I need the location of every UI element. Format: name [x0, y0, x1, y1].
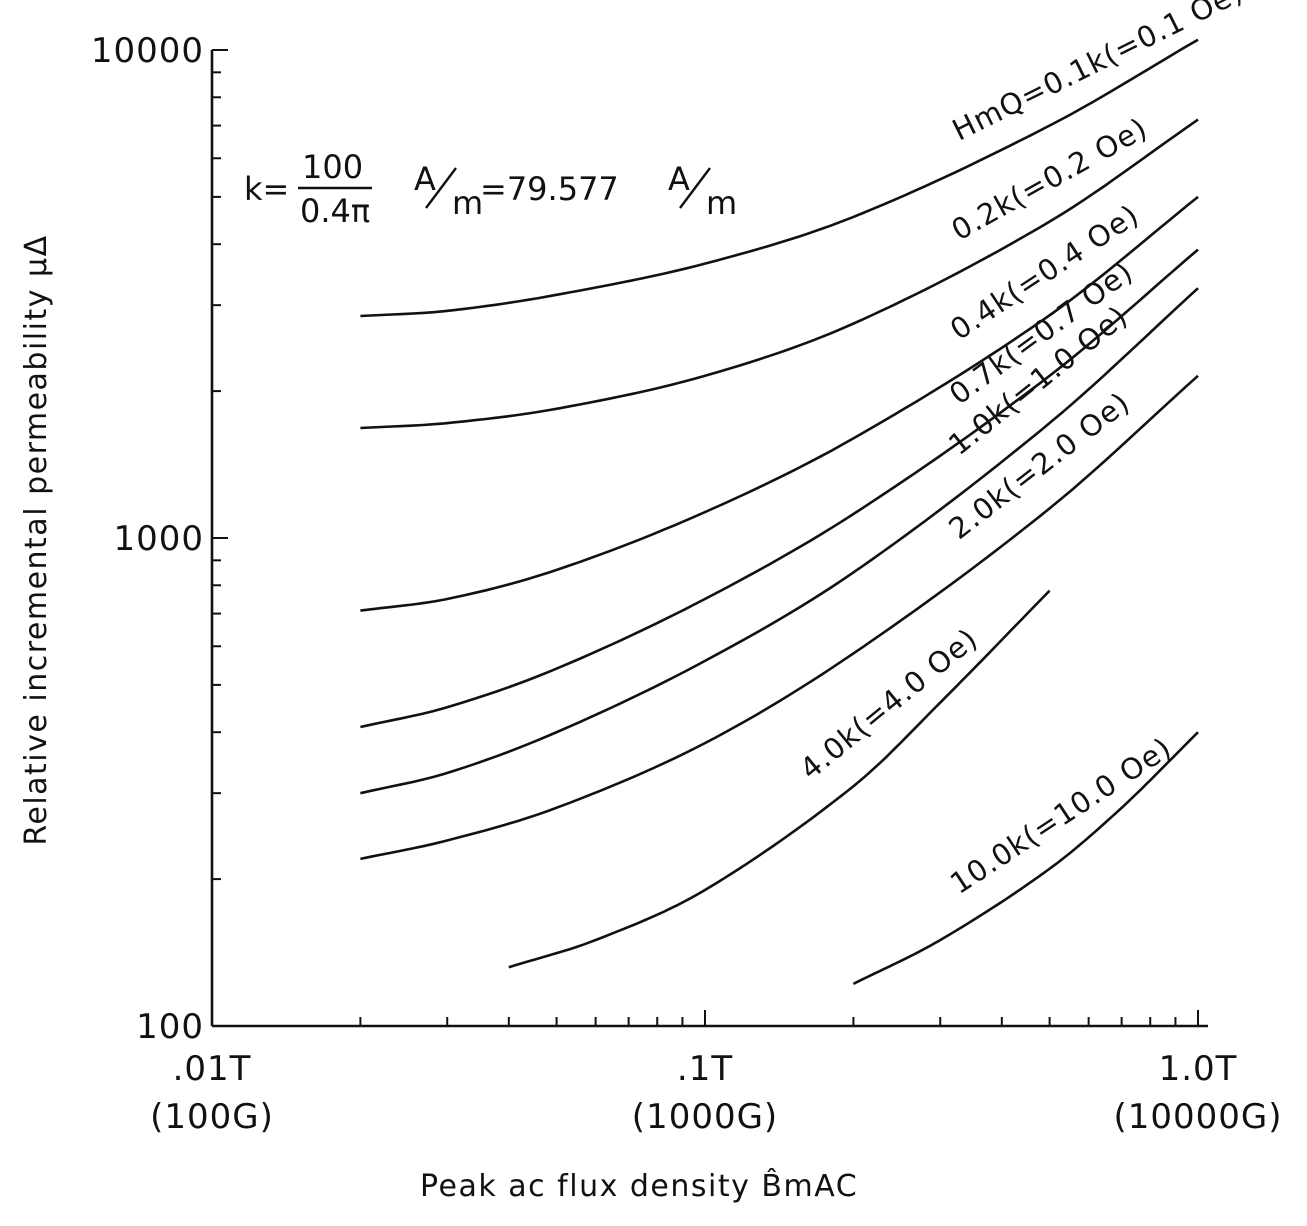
unit-slash	[425, 167, 457, 209]
k-numerator: 100	[302, 148, 363, 186]
k-formula-annotation: k= 100 0.4π A m =79.577 A m	[244, 148, 737, 230]
x-tick-sublabel: (1000G)	[632, 1097, 778, 1137]
curve-label-1: HmQ=0.1k(=0.1 Oe)	[947, 0, 1249, 147]
k-prefix: k=	[244, 170, 289, 208]
curve-label-6: 2.0k(=2.0 Oe)	[942, 385, 1136, 546]
x-tick-label: .01T	[173, 1049, 252, 1089]
k-denominator: 0.4π	[300, 192, 370, 230]
x-tick-label: 1.0T	[1159, 1049, 1238, 1089]
curve-label-8: 10.0k(=10.0 Oe)	[944, 730, 1178, 900]
curve-label-7: 4.0k(=4.0 Oe)	[793, 621, 984, 786]
curve-2	[360, 118, 1199, 430]
x-tick-sublabel: (10000G)	[1113, 1097, 1282, 1137]
unit-m: m	[452, 184, 483, 222]
unit2-slash	[679, 167, 711, 209]
axis-ticks	[211, 49, 1199, 1027]
curve-5	[360, 287, 1199, 795]
curve-lines	[360, 38, 1199, 986]
y-axis-title: Relative incremental permeability μΔ	[19, 234, 54, 845]
axis-tick-labels: 100 1000 10000 .01T (100G) .1T (1000G) 1.0T (100…	[91, 31, 1282, 1137]
x-tick-label: .1T	[677, 1049, 733, 1089]
unit2-m: m	[706, 184, 737, 222]
curve-3	[360, 195, 1199, 612]
unit-a: A	[414, 160, 436, 198]
unit2-a: A	[668, 160, 690, 198]
x-axis-title: Peak ac flux density B̂mAC	[420, 1168, 858, 1204]
y-tick-label: 100	[136, 1007, 204, 1047]
curve-7	[508, 589, 1051, 969]
curve-labels: HmQ=0.1k(=0.1 Oe)0.2k(=0.2 Oe)0.4k(=0.4 …	[793, 0, 1248, 901]
curve-1	[360, 38, 1199, 318]
curve-4	[360, 248, 1199, 729]
curve-8	[852, 731, 1199, 986]
curve-6	[360, 374, 1199, 861]
y-tick-label: 1000	[113, 519, 204, 559]
k-value: =79.577	[480, 170, 619, 208]
y-tick-label: 10000	[91, 31, 204, 71]
x-tick-sublabel: (100G)	[150, 1097, 274, 1137]
